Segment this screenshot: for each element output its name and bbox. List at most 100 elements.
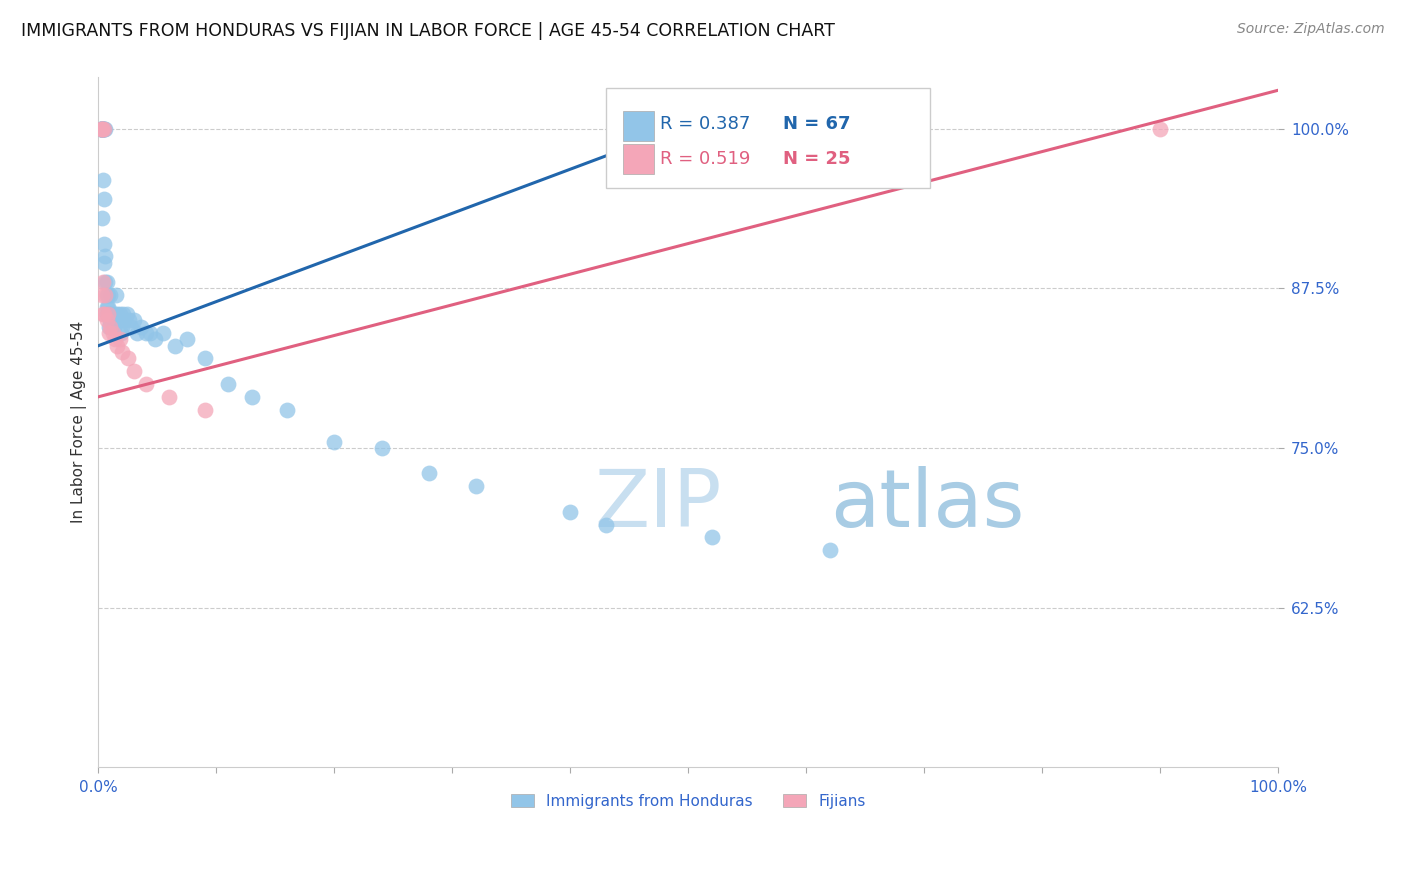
- FancyBboxPatch shape: [623, 144, 654, 174]
- Point: [700, 530, 723, 544]
- Point: [98, 326, 121, 340]
- Point: [105, 307, 128, 321]
- Legend: Immigrants from Honduras, Fijians: Immigrants from Honduras, Fijians: [505, 788, 872, 814]
- Point: [595, 517, 617, 532]
- Point: [90, 121, 112, 136]
- Point: [157, 390, 180, 404]
- Point: [97, 287, 120, 301]
- Point: [108, 332, 131, 346]
- Y-axis label: In Labor Force | Age 45-54: In Labor Force | Age 45-54: [72, 321, 87, 524]
- Point: [105, 287, 128, 301]
- Point: [108, 307, 131, 321]
- Text: N = 67: N = 67: [783, 115, 851, 133]
- Point: [94, 275, 117, 289]
- Point: [107, 313, 129, 327]
- Point: [96, 313, 118, 327]
- Text: atlas: atlas: [830, 467, 1025, 544]
- Point: [90, 121, 112, 136]
- Point: [418, 467, 440, 481]
- Point: [90, 121, 112, 136]
- Point: [90, 121, 112, 136]
- Point: [94, 121, 117, 136]
- Point: [276, 402, 298, 417]
- Point: [90, 211, 112, 225]
- Point: [323, 434, 346, 449]
- Point: [90, 287, 112, 301]
- Point: [127, 326, 149, 340]
- Point: [93, 192, 115, 206]
- Point: [98, 313, 121, 327]
- Point: [97, 307, 120, 321]
- Point: [118, 313, 141, 327]
- Point: [93, 121, 115, 136]
- Point: [112, 313, 135, 327]
- Text: R = 0.387: R = 0.387: [659, 115, 751, 133]
- Point: [91, 121, 114, 136]
- Text: R = 0.519: R = 0.519: [659, 150, 751, 168]
- FancyBboxPatch shape: [623, 111, 654, 141]
- Point: [93, 255, 115, 269]
- Point: [100, 307, 122, 321]
- Point: [165, 339, 187, 353]
- Point: [101, 326, 124, 340]
- Point: [91, 121, 114, 136]
- Point: [193, 351, 215, 366]
- Point: [91, 172, 114, 186]
- Point: [110, 326, 132, 340]
- Point: [101, 313, 124, 327]
- Point: [560, 505, 582, 519]
- Point: [240, 390, 263, 404]
- Point: [90, 121, 112, 136]
- Point: [97, 301, 120, 315]
- Point: [143, 332, 166, 346]
- Point: [818, 543, 841, 558]
- Point: [112, 307, 135, 321]
- Point: [94, 249, 117, 263]
- Point: [117, 351, 139, 366]
- Point: [96, 301, 118, 315]
- Point: [93, 121, 115, 136]
- Text: N = 25: N = 25: [783, 150, 851, 168]
- Point: [96, 307, 118, 321]
- Point: [91, 275, 114, 289]
- Point: [111, 319, 134, 334]
- Point: [96, 287, 118, 301]
- Point: [122, 313, 145, 327]
- Point: [98, 287, 121, 301]
- Point: [93, 121, 115, 136]
- Point: [98, 319, 121, 334]
- Point: [90, 121, 112, 136]
- Point: [120, 319, 142, 334]
- Point: [103, 319, 125, 334]
- Point: [94, 287, 117, 301]
- Point: [93, 307, 115, 321]
- Text: ZIP: ZIP: [593, 467, 721, 544]
- Point: [104, 307, 127, 321]
- Point: [135, 377, 157, 392]
- Point: [98, 319, 121, 334]
- Point: [90, 121, 112, 136]
- Point: [96, 275, 118, 289]
- Point: [135, 326, 157, 340]
- Point: [115, 307, 138, 321]
- Point: [93, 236, 115, 251]
- Point: [104, 332, 127, 346]
- Point: [90, 121, 112, 136]
- Point: [176, 332, 198, 346]
- Point: [90, 121, 112, 136]
- Point: [122, 364, 145, 378]
- Point: [91, 121, 114, 136]
- Point: [890, 121, 912, 136]
- Point: [111, 345, 134, 359]
- Point: [90, 121, 112, 136]
- Point: [152, 326, 174, 340]
- Point: [217, 377, 239, 392]
- Text: Source: ZipAtlas.com: Source: ZipAtlas.com: [1237, 22, 1385, 37]
- Point: [193, 402, 215, 417]
- Point: [465, 479, 488, 493]
- Point: [105, 339, 128, 353]
- Point: [370, 441, 392, 455]
- Point: [139, 326, 162, 340]
- Point: [1149, 121, 1171, 136]
- FancyBboxPatch shape: [606, 87, 931, 188]
